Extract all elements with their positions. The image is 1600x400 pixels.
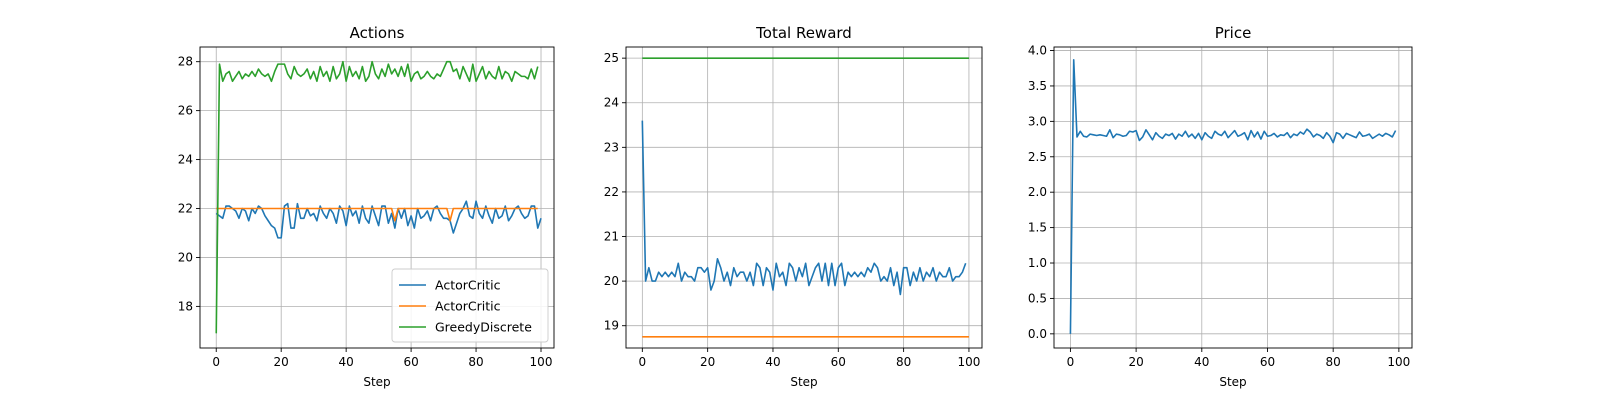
x-tick-label: 80 [468,355,483,369]
y-tick-label: 24 [178,153,193,167]
x-tick-label: 100 [530,355,553,369]
y-tick-label: 23 [604,140,619,154]
x-tick-label: 60 [831,355,846,369]
y-tick-label: 26 [178,104,193,118]
legend-label: ActorCritic [435,278,501,293]
x-tick-label: 60 [1260,355,1275,369]
y-tick-label: 4.0 [1028,44,1047,58]
y-tick-label: 2.5 [1028,150,1047,164]
axes-frame [1053,46,1413,349]
series-line-0 [641,120,967,296]
axes-frame [625,46,983,349]
x-tick-label: 0 [212,355,220,369]
chart-title: Total Reward [755,24,852,42]
series-line-2 [215,60,539,334]
x-tick-label: 0 [1067,355,1075,369]
series-line-1 [216,207,538,222]
subplot-1: 0 20 40 60 80 100 19 20 21 22 23 24 25 Total Reward St… [604,24,983,389]
x-tick-label: 20 [700,355,715,369]
x-tick-label: 100 [1387,355,1410,369]
y-tick-label: 28 [178,55,193,69]
x-tick-label: 40 [1194,355,1209,369]
y-tick-label: 21 [604,230,619,244]
y-tick-label: 3.0 [1028,114,1047,128]
y-tick-label: 0.5 [1028,291,1047,305]
x-tick-label: 20 [274,355,289,369]
legend-label: ActorCritic [435,299,501,314]
x-axis-label: Step [363,375,390,389]
y-tick-label: 19 [604,319,619,333]
x-axis-label: Step [790,375,817,389]
x-tick-label: 80 [1326,355,1341,369]
y-tick-label: 3.5 [1028,79,1047,93]
y-tick-label: 2.0 [1028,185,1047,199]
y-tick-label: 1.0 [1028,256,1047,270]
y-tick-label: 18 [178,299,193,313]
x-tick-label: 20 [1128,355,1143,369]
chart-title: Actions [350,24,405,42]
x-tick-label: 100 [957,355,980,369]
x-tick-label: 60 [403,355,418,369]
x-axis-label: Step [1219,375,1246,389]
x-tick-label: 40 [339,355,354,369]
series-line-0 [215,200,542,239]
chart-title: Price [1215,24,1252,42]
subplot-2: 0 20 40 60 80 100 0.0 0.5 1.0 1.5 2.0 2.5 3.0 3.5 4.0 P… [1028,24,1413,389]
legend-label: GreedyDiscrete [435,320,532,335]
y-tick-label: 22 [604,185,619,199]
x-tick-label: 0 [639,355,647,369]
axes-frame [199,46,555,349]
legend: ActorCritic ActorCritic GreedyDiscrete [391,268,549,343]
x-tick-label: 80 [896,355,911,369]
subplot-0: 0 20 40 60 80 100 18 20 22 24 26 28 Actions Step Actor… [178,24,555,389]
legend-box [391,268,549,343]
y-tick-label: 22 [178,202,193,216]
y-tick-label: 0.0 [1028,327,1047,341]
y-tick-label: 20 [178,250,193,264]
y-tick-label: 1.5 [1028,221,1047,235]
y-tick-label: 25 [604,51,619,65]
series-line-0 [1069,58,1397,334]
y-tick-label: 24 [604,96,619,110]
y-tick-label: 20 [604,274,619,288]
x-tick-label: 40 [765,355,780,369]
